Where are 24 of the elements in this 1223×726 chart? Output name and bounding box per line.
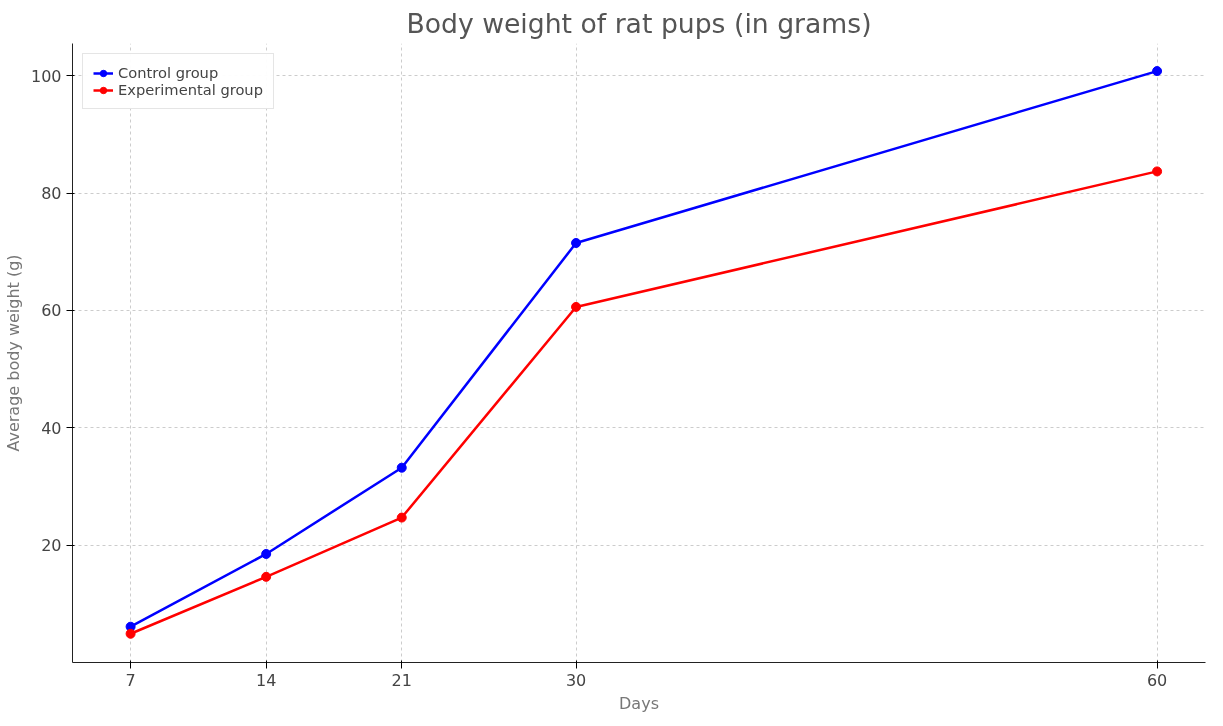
y-tick-label: 80	[41, 184, 62, 204]
point	[396, 462, 407, 473]
point	[571, 238, 582, 248]
chart-title: Body weight of rat pups (in grams)	[406, 7, 872, 39]
point	[125, 628, 136, 639]
x-tick-label: 30	[565, 670, 587, 690]
x-tick-label: 14	[256, 670, 277, 690]
y-tick-label: 20	[41, 536, 62, 556]
x-tick-label: 21	[391, 670, 412, 690]
point	[261, 548, 272, 559]
x-tick-label: 60	[1146, 670, 1168, 690]
y-tick-label: 40	[41, 418, 62, 438]
point	[1152, 66, 1163, 77]
point	[1152, 166, 1163, 177]
y-axis-title: Average body weight (g)	[3, 254, 23, 452]
point	[261, 571, 272, 582]
legend-label: Control group	[118, 64, 219, 81]
x-axis-title: Days	[619, 693, 659, 713]
x-tick-label: 7	[125, 670, 136, 690]
point	[396, 512, 407, 523]
legend-label: Experimental group	[118, 81, 263, 98]
y-tick-label: 60	[41, 301, 62, 321]
y-tick-label: 100	[30, 66, 62, 86]
point	[571, 301, 582, 312]
